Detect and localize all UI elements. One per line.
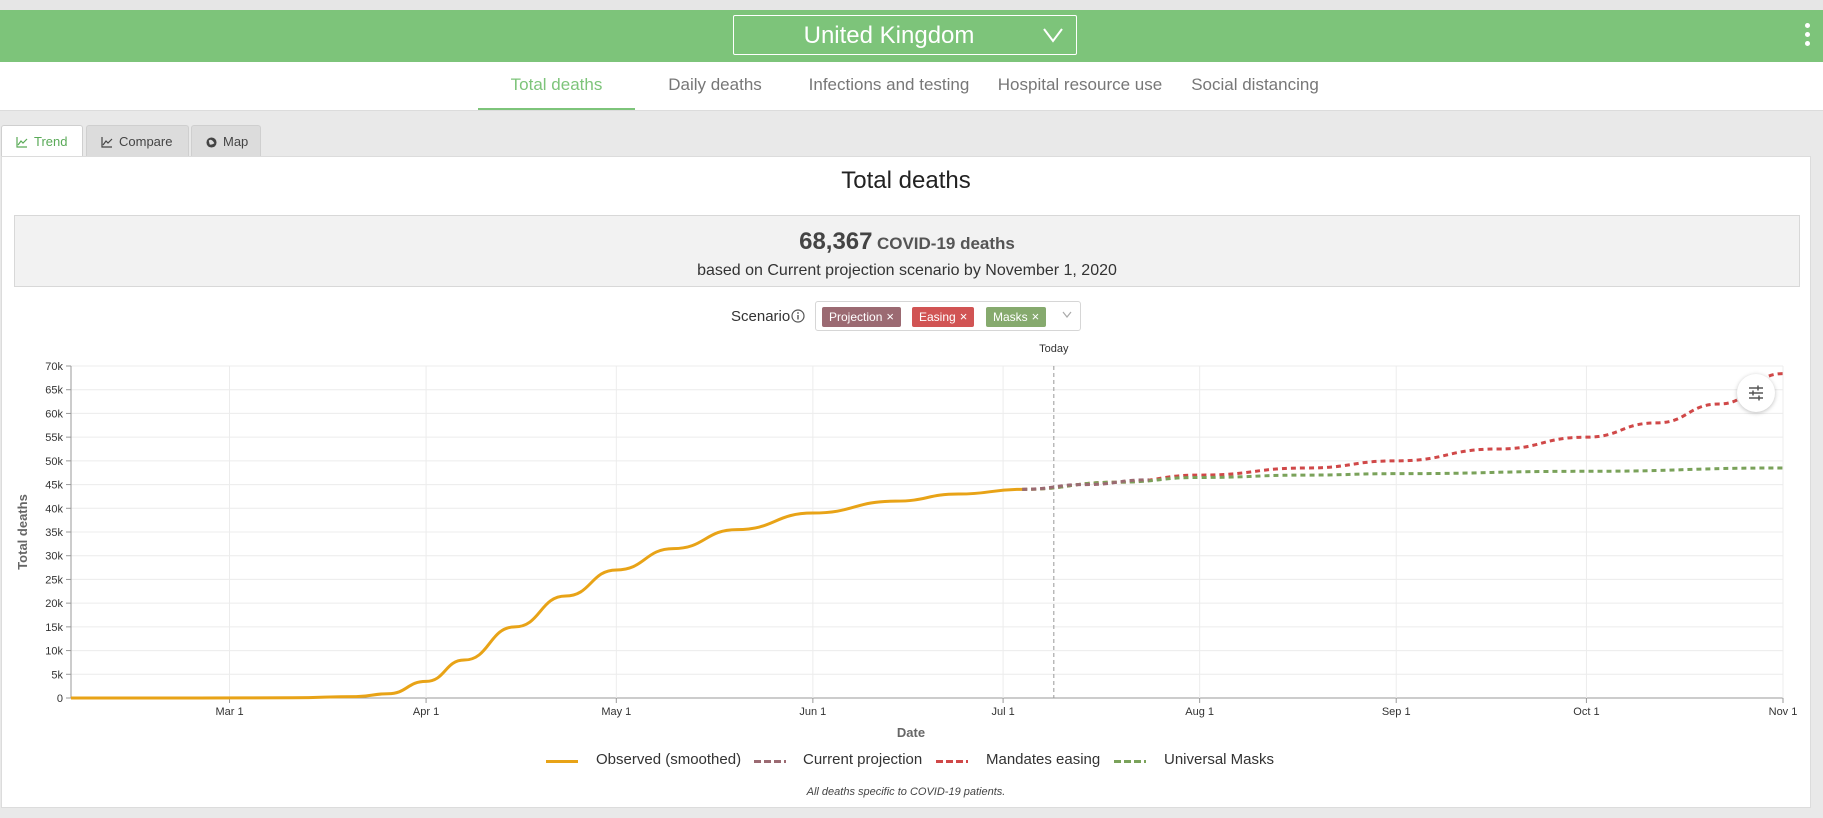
y-tick-label: 65k (45, 385, 63, 397)
subtab-trend-label: Trend (34, 134, 68, 149)
x-tick-label: Mar 1 (215, 706, 243, 718)
x-tick-label: Aug 1 (1185, 706, 1214, 718)
legend-masks[interactable]: Universal Masks (1164, 751, 1275, 768)
y-tick-label: 50k (45, 456, 63, 468)
tab-daily-deaths[interactable]: Daily deaths (668, 75, 762, 94)
metric-nav: Total deaths Daily deaths Infections and… (0, 62, 1823, 111)
tab-total-deaths[interactable]: Total deaths (478, 62, 635, 110)
y-tick-label: 20k (45, 598, 63, 610)
series-line-mandates-easing (1022, 372, 1784, 491)
today-label: Today (1039, 343, 1069, 355)
compare-icon (101, 137, 113, 148)
scenario-tag-easing[interactable]: Easing × (912, 307, 975, 327)
series-line-universal-masks (1022, 466, 1784, 491)
y-axis-title: Total deaths (15, 494, 30, 570)
panel-title: Total deaths (841, 167, 971, 194)
scenario-select[interactable]: Projection × Easing × Masks × (815, 301, 1081, 331)
top-strip (0, 0, 1823, 10)
legend-swatch-observed (546, 760, 578, 763)
trend-icon (16, 137, 28, 148)
subtab-compare[interactable]: Compare (86, 125, 189, 157)
country-select[interactable]: United Kingdom (733, 15, 1077, 55)
globe-icon (206, 137, 217, 148)
y-tick-label: 0 (57, 693, 63, 705)
scenario-tag-projection[interactable]: Projection × (822, 307, 901, 327)
scenario-tag-label: Masks (993, 310, 1028, 324)
legend-swatch-projection (754, 760, 786, 763)
y-tick-label: 10k (45, 646, 63, 658)
y-tick-label: 35k (45, 527, 63, 539)
tab-hospital-resource-use[interactable]: Hospital resource use (997, 75, 1163, 94)
chart-footnote: All deaths specific to COVID-19 patients… (806, 786, 1006, 798)
legend-projection[interactable]: Current projection (803, 751, 923, 768)
legend-easing[interactable]: Mandates easing (986, 751, 1101, 768)
chevron-down-icon (1043, 28, 1063, 43)
series-line-observed-smoothed (71, 487, 1023, 700)
x-axis-title: Date (897, 725, 925, 740)
x-tick-label: May 1 (601, 706, 631, 718)
legend-swatch-easing (936, 760, 968, 763)
y-tick-label: 45k (45, 480, 63, 492)
summary-box: 68,367 COVID-19 deaths based on Current … (14, 215, 1800, 287)
legend-swatch-masks (1114, 760, 1146, 763)
subtab-map[interactable]: Map (191, 125, 261, 157)
series-line-current-projection (1022, 478, 1149, 491)
summary-note: based on Current projection scenario by … (697, 262, 1117, 279)
summary-unit: COVID-19 deaths (876, 234, 1015, 253)
scenario-tag-label: Projection (829, 310, 883, 324)
x-tick-label: Oct 1 (1573, 706, 1599, 718)
y-tick-label: 60k (45, 408, 63, 420)
y-tick-label: 25k (45, 574, 63, 586)
more-menu-icon[interactable] (1803, 23, 1811, 51)
subtab-compare-label: Compare (119, 134, 173, 149)
tab-infections-testing[interactable]: Infections and testing (808, 75, 970, 94)
subtab-map-label: Map (223, 134, 249, 149)
scenario-label: Scenario (731, 308, 791, 325)
x-tick-label: Jun 1 (799, 706, 826, 718)
tab-social-distancing[interactable]: Social distancing (1191, 75, 1319, 94)
y-tick-label: 40k (45, 503, 63, 515)
close-icon[interactable]: × (959, 309, 968, 324)
x-tick-label: Jul 1 (991, 706, 1014, 718)
scenario-tag-masks[interactable]: Masks × (986, 307, 1047, 327)
y-tick-label: 70k (45, 361, 63, 373)
legend-observed[interactable]: Observed (smoothed) (596, 751, 742, 768)
y-tick-label: 15k (45, 622, 63, 634)
y-tick-label: 55k (45, 432, 63, 444)
subtab-trend[interactable]: Trend (1, 125, 83, 157)
close-icon[interactable]: × (1031, 309, 1040, 324)
sliders-icon (1749, 385, 1763, 401)
x-tick-label: Sep 1 (1382, 706, 1411, 718)
y-tick-label: 5k (51, 669, 63, 681)
scenario-tag-label: Easing (919, 310, 956, 324)
y-tick-label: 30k (45, 551, 63, 563)
x-tick-label: Apr 1 (413, 706, 439, 718)
info-icon[interactable] (791, 309, 805, 323)
close-icon[interactable]: × (886, 309, 894, 324)
summary-value: 68,367 (799, 228, 873, 255)
app-header: United Kingdom (0, 10, 1823, 62)
chart-settings-button[interactable] (1737, 374, 1775, 412)
x-tick-label: Nov 1 (1769, 706, 1798, 718)
chevron-down-icon[interactable] (1062, 311, 1072, 319)
chart-panel: Total deaths 68,367 COVID-19 deaths base… (1, 156, 1811, 808)
country-select-label: United Kingdom (803, 22, 975, 49)
